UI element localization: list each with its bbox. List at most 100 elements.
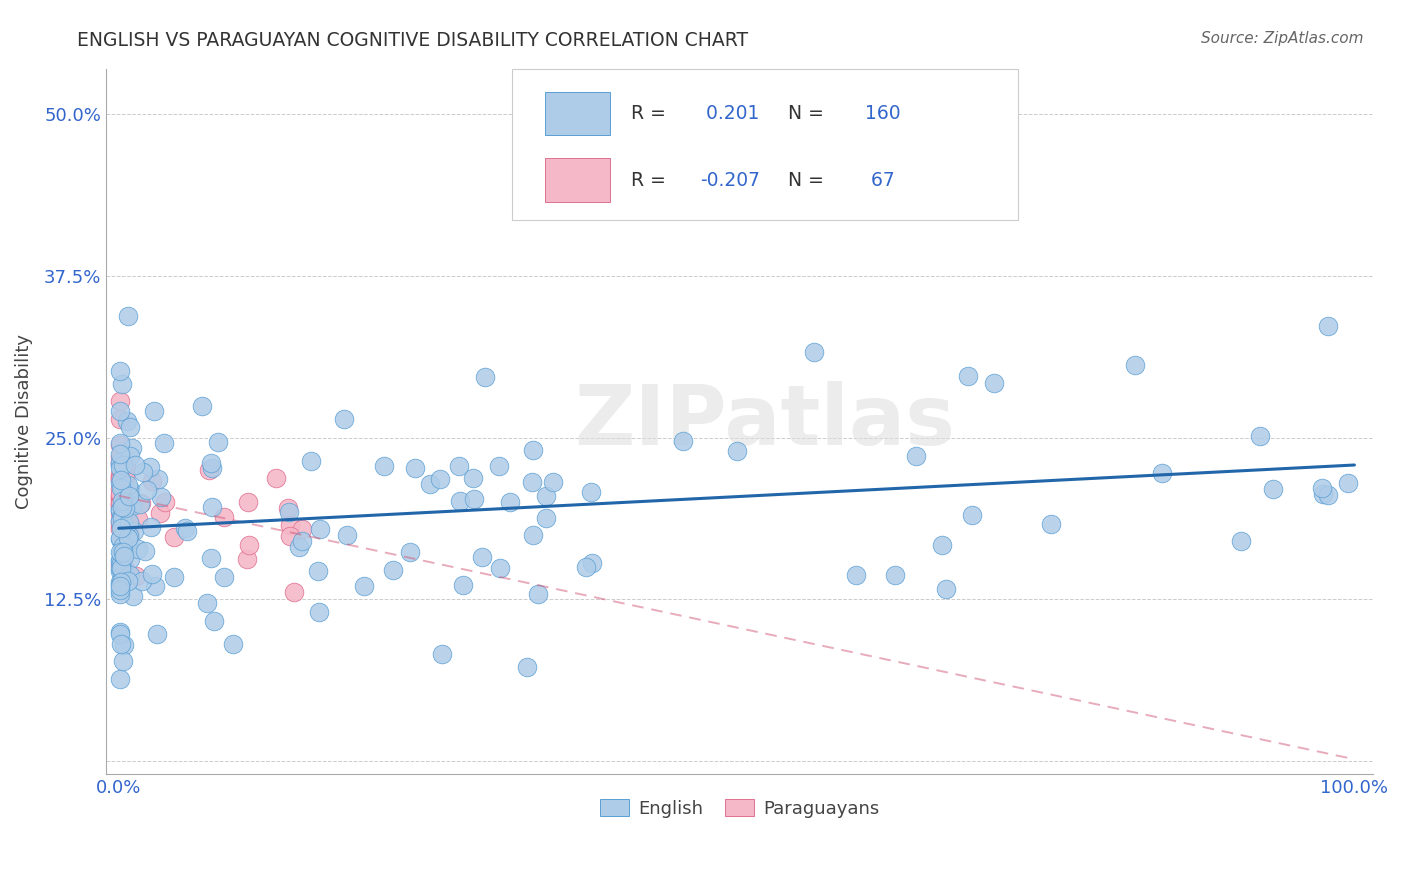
Point [108,672,131,686]
Point [110,546,132,560]
Point [111,500,134,515]
Point [108,520,131,534]
Point [121,499,143,513]
Point [278,505,301,519]
Point [112,545,135,559]
Point [141,567,163,582]
Point [803,345,825,359]
Point [108,436,131,450]
Point [236,494,259,508]
Point [108,450,131,464]
Y-axis label: Cognitive Disability: Cognitive Disability [15,334,32,508]
Point [451,578,474,592]
Point [108,578,131,592]
Point [149,506,172,520]
Point [110,521,132,535]
Point [108,553,131,567]
FancyBboxPatch shape [544,92,610,136]
Text: Source: ZipAtlas.com: Source: ZipAtlas.com [1201,31,1364,46]
Point [191,399,214,413]
Point [108,493,131,508]
Point [114,470,136,484]
Point [283,584,305,599]
Point [108,575,131,590]
Point [110,561,132,575]
Point [121,441,143,455]
Point [498,495,520,509]
Text: ENGLISH VS PARAGUAYAN COGNITIVE DISABILITY CORRELATION CHART: ENGLISH VS PARAGUAYAN COGNITIVE DISABILI… [77,31,748,50]
Point [307,564,329,578]
Point [222,637,245,651]
Point [534,489,557,503]
Point [108,513,131,527]
Point [115,457,138,471]
Point [128,497,150,511]
Point [127,512,149,526]
Point [108,579,131,593]
Point [278,517,301,532]
Point [108,455,131,469]
FancyBboxPatch shape [544,158,610,202]
Point [110,511,132,525]
Text: N =: N = [776,103,824,123]
Point [108,393,131,408]
Point [931,538,953,552]
Point [111,533,134,548]
Point [111,523,134,537]
Point [111,654,134,668]
Point [108,455,131,469]
Point [382,562,405,576]
Point [1123,358,1146,372]
Point [110,556,132,570]
Point [108,491,131,506]
Point [309,522,332,536]
Point [579,484,602,499]
Point [117,533,139,548]
Point [108,489,131,503]
Point [1039,516,1062,531]
Point [122,524,145,538]
FancyBboxPatch shape [512,69,1018,220]
Point [112,479,135,493]
Point [1229,534,1251,549]
Point [1249,429,1271,443]
Point [212,570,235,584]
Point [108,522,131,536]
Point [1337,476,1360,491]
Point [291,534,314,549]
Point [1263,482,1285,496]
Point [278,529,301,543]
Point [1316,318,1339,333]
Point [112,520,135,534]
Point [110,510,132,524]
Point [527,587,550,601]
Point [122,589,145,603]
Point [110,459,132,474]
Point [198,463,221,477]
Point [110,554,132,568]
Point [404,461,426,475]
Point [983,376,1005,390]
Point [108,500,131,514]
Point [110,626,132,640]
Point [108,364,131,378]
Point [516,660,538,674]
Point [1312,486,1334,500]
Point [120,449,142,463]
Point [143,579,166,593]
Point [118,526,141,541]
Point [488,458,510,473]
Point [471,549,494,564]
Point [522,527,544,541]
Point [118,568,141,582]
Point [114,516,136,530]
Point [200,550,222,565]
Point [110,532,132,546]
Point [153,436,176,450]
Point [110,504,132,518]
Point [463,491,485,506]
Point [883,568,905,582]
Point [299,454,322,468]
Point [131,574,153,588]
Point [124,458,146,472]
